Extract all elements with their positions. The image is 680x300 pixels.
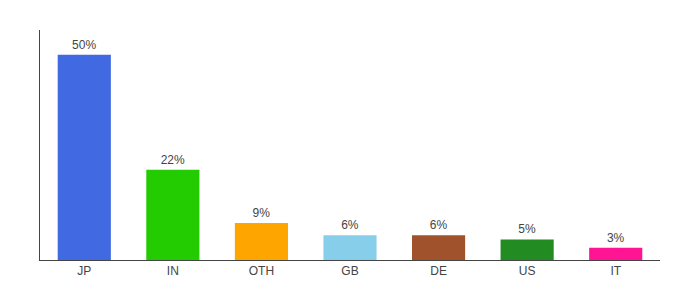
svg-text:OTH: OTH bbox=[249, 264, 274, 278]
svg-text:3%: 3% bbox=[607, 231, 625, 245]
svg-text:9%: 9% bbox=[253, 206, 271, 220]
svg-text:IT: IT bbox=[610, 264, 621, 278]
svg-text:6%: 6% bbox=[430, 218, 448, 232]
svg-text:DE: DE bbox=[430, 264, 447, 278]
svg-text:GB: GB bbox=[341, 264, 358, 278]
svg-text:US: US bbox=[519, 264, 536, 278]
svg-text:6%: 6% bbox=[341, 218, 359, 232]
svg-text:22%: 22% bbox=[161, 153, 185, 167]
svg-text:JP: JP bbox=[77, 264, 91, 278]
svg-text:50%: 50% bbox=[72, 38, 96, 52]
svg-text:5%: 5% bbox=[518, 222, 536, 236]
svg-text:IN: IN bbox=[167, 264, 179, 278]
